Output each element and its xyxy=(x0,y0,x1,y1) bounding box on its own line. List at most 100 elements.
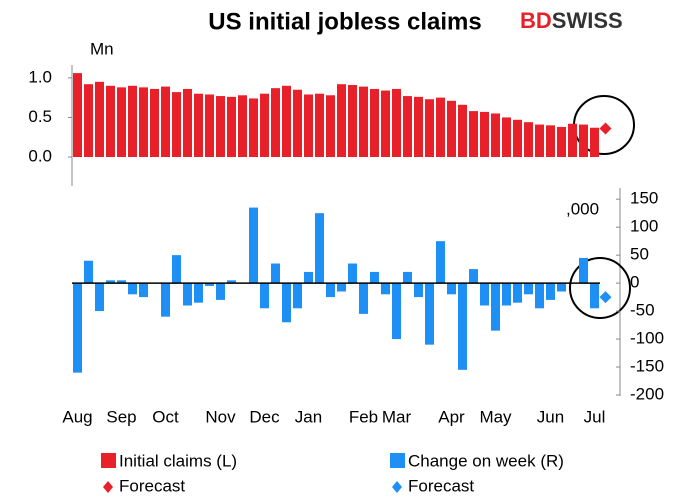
bar xyxy=(359,283,368,314)
x-tick-label: Aug xyxy=(62,407,92,426)
legend-swatch xyxy=(103,481,113,493)
bar xyxy=(194,283,203,303)
x-tick-label: Dec xyxy=(249,407,280,426)
y-tick-label: -50 xyxy=(630,301,655,320)
bar xyxy=(249,207,258,284)
bar xyxy=(161,283,170,317)
bar xyxy=(172,92,181,157)
y-tick-label: 50 xyxy=(630,245,649,264)
forecast-marker xyxy=(599,122,612,135)
y-tick-label: 1.0 xyxy=(28,67,52,86)
x-tick-label: Apr xyxy=(438,407,465,426)
bar xyxy=(205,94,214,157)
bar xyxy=(414,283,423,298)
bar xyxy=(568,123,577,157)
y-tick-label: 0.5 xyxy=(28,107,52,126)
bar xyxy=(370,271,379,284)
bar xyxy=(480,283,489,306)
x-tick-label: Jan xyxy=(295,407,322,426)
bar xyxy=(271,263,280,284)
bar xyxy=(381,283,390,295)
x-tick-label: May xyxy=(479,407,512,426)
bar xyxy=(227,280,236,284)
y-tick-label: -200 xyxy=(630,384,664,403)
bar xyxy=(557,283,566,292)
bar xyxy=(282,85,291,157)
bar xyxy=(95,81,104,157)
legend-swatch xyxy=(101,453,116,468)
logo: BDSWISS xyxy=(520,8,623,33)
bar xyxy=(216,283,225,300)
bar xyxy=(271,88,280,157)
bar xyxy=(326,95,335,157)
bar xyxy=(458,283,467,370)
y-tick-label: 0 xyxy=(630,273,639,292)
bar xyxy=(139,283,148,298)
bar xyxy=(414,96,423,157)
y-tick-label: -100 xyxy=(630,329,664,348)
x-tick-label: Feb xyxy=(349,407,378,426)
bar xyxy=(403,271,412,284)
legend-swatch xyxy=(390,453,405,468)
bar xyxy=(535,124,544,157)
y-axis-label: Mn xyxy=(90,39,114,58)
legend-label: Forecast xyxy=(119,476,185,495)
legend-label: Forecast xyxy=(408,476,474,495)
bar xyxy=(183,283,192,306)
bar xyxy=(491,283,500,331)
bar xyxy=(491,113,500,157)
bar xyxy=(392,88,401,157)
bar xyxy=(502,117,511,157)
bar xyxy=(458,104,467,157)
bar xyxy=(480,111,489,157)
x-tick-label: Mar xyxy=(382,407,412,426)
bar xyxy=(216,96,225,157)
x-tick-label: Nov xyxy=(205,407,236,426)
bar xyxy=(183,88,192,157)
bar xyxy=(315,213,324,284)
bar xyxy=(106,85,115,157)
bar xyxy=(381,90,390,157)
bar xyxy=(447,100,456,157)
y-tick-label: 150 xyxy=(630,189,658,208)
bar xyxy=(337,84,346,157)
bar xyxy=(590,283,599,309)
x-tick-label: Jun xyxy=(537,407,564,426)
x-tick-label: Oct xyxy=(152,407,179,426)
bar xyxy=(238,95,247,157)
bar xyxy=(282,283,291,323)
bar xyxy=(293,283,302,309)
bar xyxy=(535,283,544,309)
bar xyxy=(546,125,555,157)
bar xyxy=(95,283,104,312)
bar xyxy=(579,257,588,284)
bar xyxy=(513,119,522,157)
bar xyxy=(590,127,599,157)
x-tick-label: Jul xyxy=(584,407,606,426)
bar xyxy=(260,283,269,309)
bar xyxy=(139,87,148,157)
legend-swatch xyxy=(392,481,402,493)
chart-title: US initial jobless claims xyxy=(208,8,481,35)
bar xyxy=(513,283,522,303)
bar xyxy=(579,124,588,157)
bar xyxy=(502,283,511,306)
bar xyxy=(337,283,346,292)
y-tick-label: -150 xyxy=(630,357,664,376)
bar xyxy=(293,89,302,157)
bar xyxy=(128,283,137,295)
bar xyxy=(348,263,357,284)
forecast-marker xyxy=(599,291,612,304)
bar xyxy=(425,99,434,157)
bar xyxy=(304,271,313,284)
legend-label: Change on week (R) xyxy=(408,451,564,470)
bar xyxy=(392,283,401,340)
bar xyxy=(447,283,456,295)
x-tick-label: Sep xyxy=(106,407,136,426)
bar xyxy=(73,73,82,157)
bar xyxy=(249,98,258,157)
logo-part: BD xyxy=(520,8,552,33)
bar xyxy=(161,86,170,157)
bar xyxy=(117,280,126,284)
